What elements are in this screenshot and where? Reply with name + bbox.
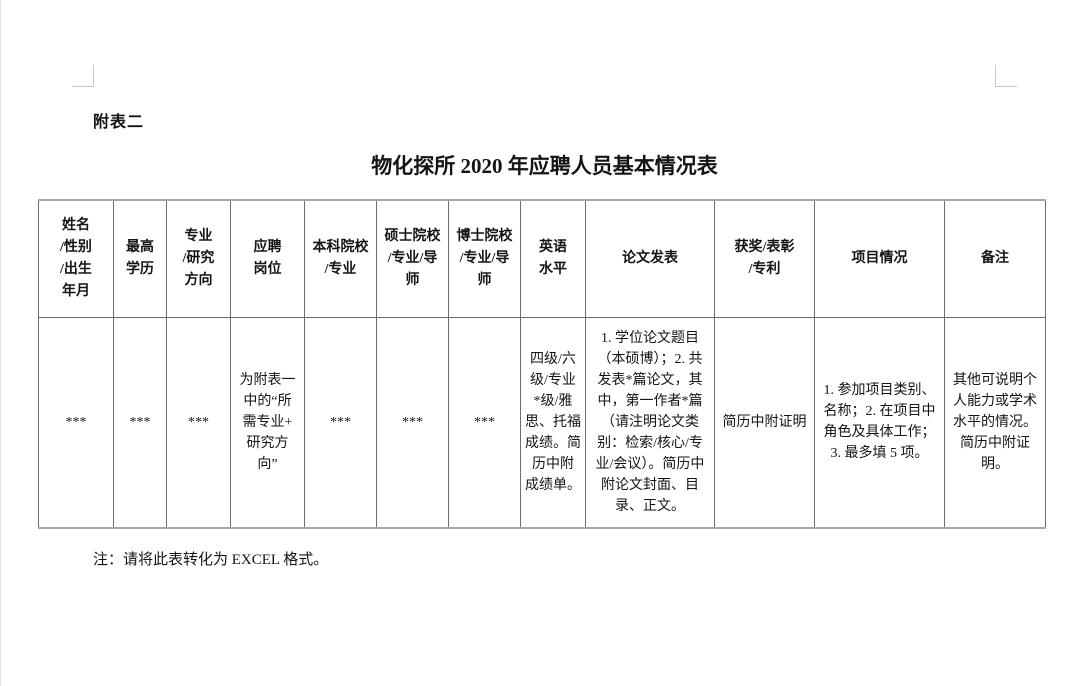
data-cell-master-school: *** bbox=[376, 316, 449, 529]
data-cell-projects: 1. 参加项目类别、 名称；2. 在项目中 角色及具体工作； 3. 最多填 5 … bbox=[814, 316, 945, 529]
header-cell-position-applied: 应聘 岗位 bbox=[230, 199, 305, 318]
header-cell-english-level: 英语 水平 bbox=[520, 199, 586, 318]
appendix-label: 附表二 bbox=[93, 114, 145, 131]
header-cell-major-research: 专业 /研究 方向 bbox=[166, 199, 231, 318]
footnote: 注：请将此表转化为 EXCEL 格式。 bbox=[93, 552, 329, 568]
margin-crop-mark-top-left bbox=[72, 65, 94, 87]
data-cell-bachelor-school: *** bbox=[304, 316, 377, 529]
header-cell-bachelor-school: 本科院校 /专业 bbox=[304, 199, 377, 318]
header-cell-doctor-school: 博士院校 /专业/导 师 bbox=[448, 199, 521, 318]
data-cell-major-research: *** bbox=[166, 316, 231, 529]
header-cell-remarks: 备注 bbox=[944, 199, 1046, 318]
table-header-row: 姓名 /性别 /出生 年月 最高 学历 专业 /研究 方向 应聘 岗位 本科院校… bbox=[38, 199, 1046, 318]
header-cell-highest-degree: 最高 学历 bbox=[113, 199, 167, 318]
data-cell-name-gender-birth: *** bbox=[38, 316, 114, 529]
data-cell-papers: 1. 学位论文题目 （本硕博）；2. 共 发表*篇论文，其 中，第一作者*篇 （… bbox=[585, 316, 715, 529]
header-cell-papers: 论文发表 bbox=[585, 199, 715, 318]
margin-crop-mark-top-right bbox=[995, 65, 1017, 87]
header-cell-projects: 项目情况 bbox=[814, 199, 945, 318]
data-cell-position-applied: 为附表一 中的“所 需专业+ 研究方 向” bbox=[230, 316, 305, 529]
applicant-info-table: 姓名 /性别 /出生 年月 最高 学历 专业 /研究 方向 应聘 岗位 本科院校… bbox=[38, 199, 1046, 529]
page-title: 物化探所 2020 年应聘人员基本情况表 bbox=[371, 154, 718, 178]
header-cell-awards: 获奖/表彰 /专利 bbox=[714, 199, 815, 318]
header-cell-name-gender-birth: 姓名 /性别 /出生 年月 bbox=[38, 199, 114, 318]
table-data-row: *** *** *** 为附表一 中的“所 需专业+ 研究方 向” *** **… bbox=[38, 316, 1046, 529]
data-cell-highest-degree: *** bbox=[113, 316, 167, 529]
data-cell-awards: 简历中附证明 bbox=[714, 316, 815, 529]
header-cell-master-school: 硕士院校 /专业/导 师 bbox=[376, 199, 449, 318]
data-cell-english-level: 四级/六 级/专业 *级/雅 思、托福 成绩。简 历中附 成绩单。 bbox=[520, 316, 586, 529]
data-cell-remarks: 其他可说明个 人能力或学术 水平的情况。 简历中附证 明。 bbox=[944, 316, 1046, 529]
data-cell-doctor-school: *** bbox=[448, 316, 521, 529]
